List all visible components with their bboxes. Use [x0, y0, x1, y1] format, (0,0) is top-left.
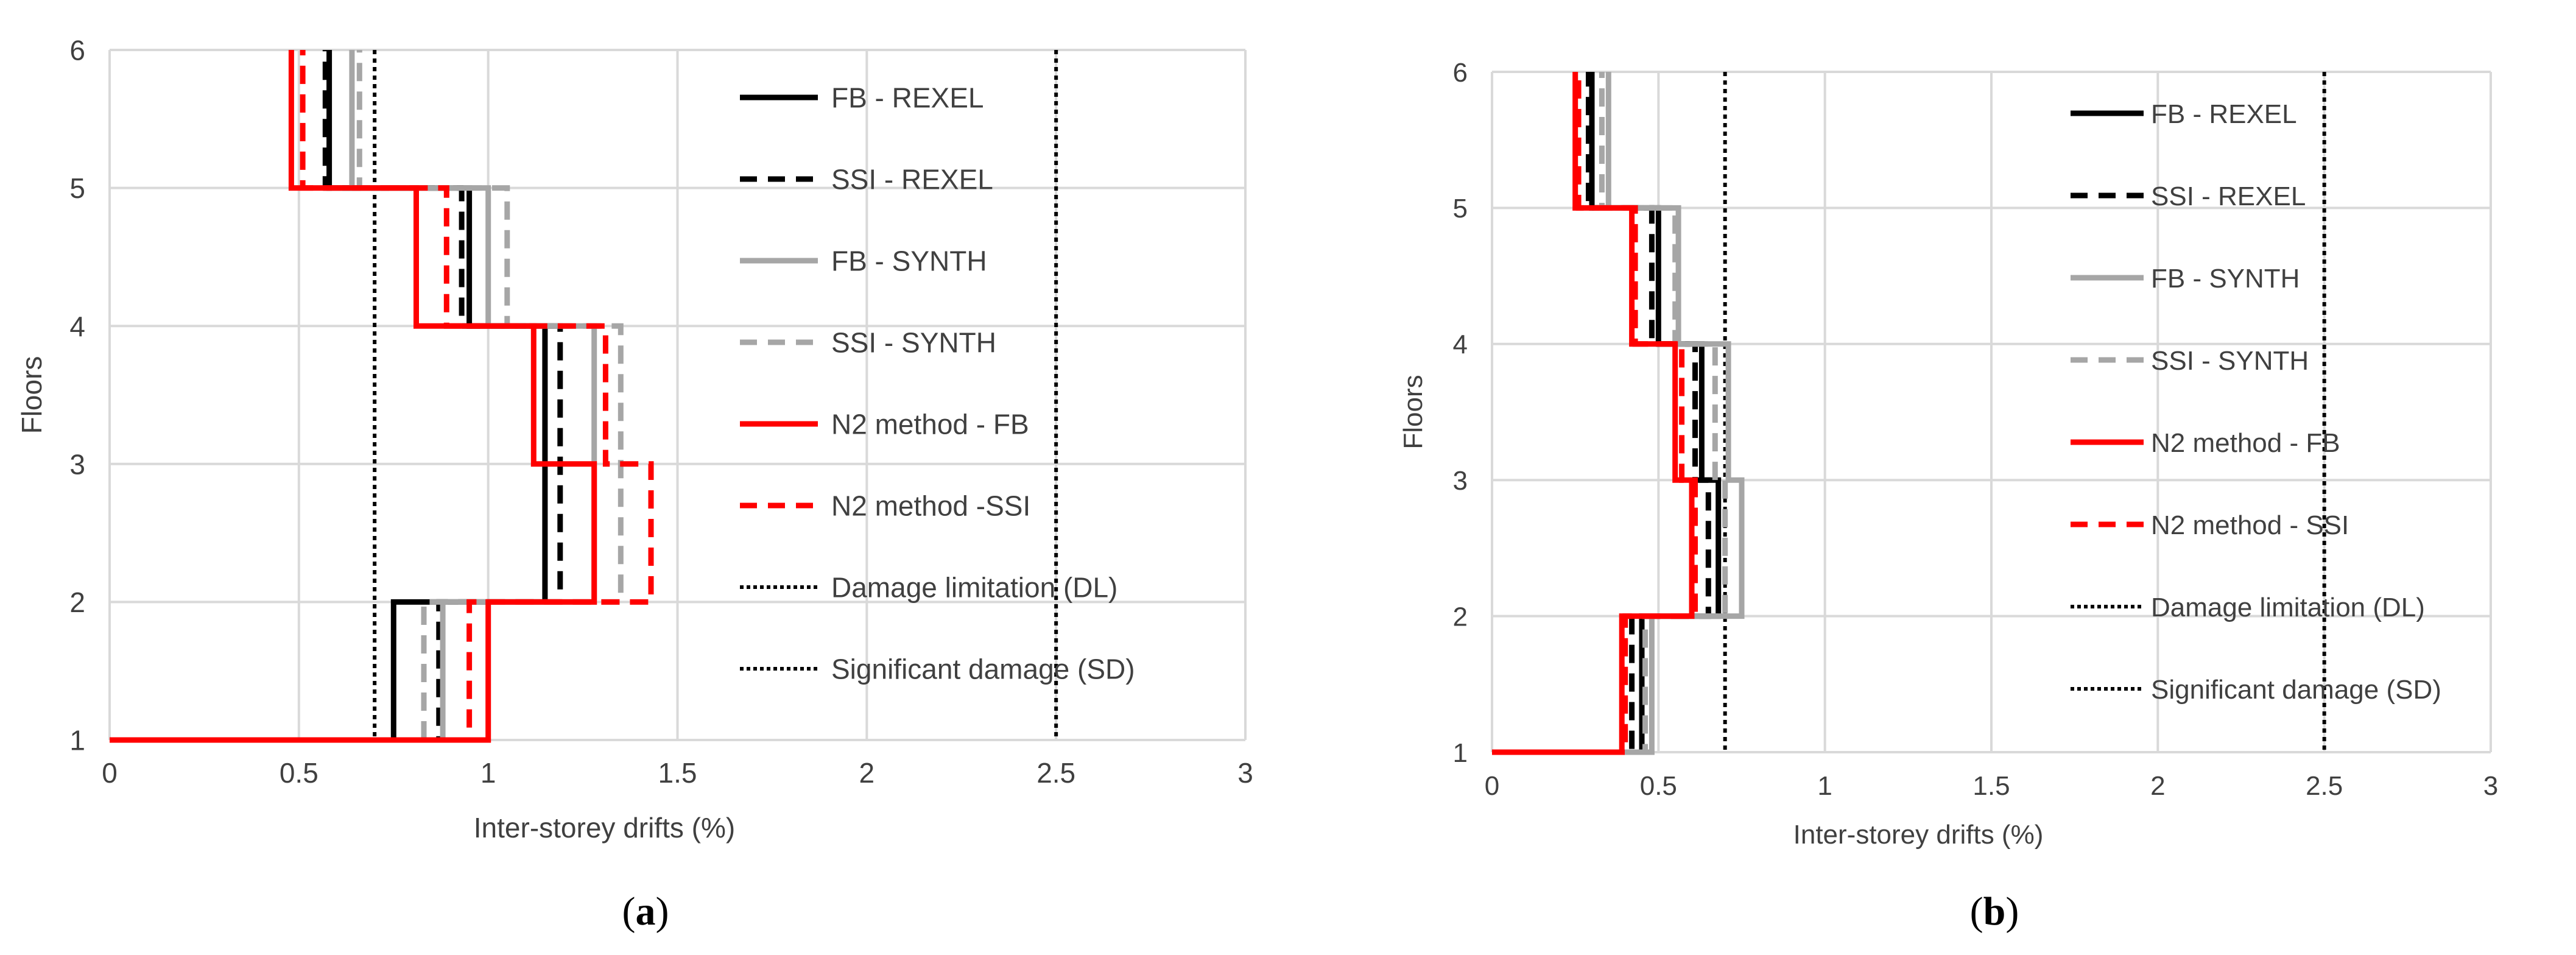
- legend-label: N2 method -SSI: [831, 490, 1030, 522]
- legend-item: N2 method - SSI: [2071, 510, 2349, 540]
- x-axis-title: Inter-storey drifts (%): [1793, 820, 2044, 850]
- series-line-n2-method-fb: [1492, 72, 1695, 755]
- series-line-ssi-rexel: [110, 50, 563, 743]
- y-tick-label: 2: [1453, 602, 1468, 632]
- x-tick-label: 0: [1485, 771, 1499, 801]
- x-tick-label: 1: [1817, 771, 1832, 801]
- y-tick-label: 2: [69, 587, 85, 618]
- chart-panel-a: 0 0.5 1 1.5 2 2.5 3 1 2 3 4 5 6 Inter-storey drifts (…: [16, 35, 1253, 844]
- legend-item: FB - SYNTH: [740, 245, 987, 277]
- y-tick-label: 1: [69, 725, 85, 756]
- x-tick-label: 2: [859, 757, 875, 789]
- legend-label: FB - REXEL: [2151, 99, 2297, 129]
- legend-item: FB - SYNTH: [2071, 264, 2300, 294]
- x-tick-label: 2.5: [2306, 771, 2343, 801]
- x-tick-label: 2: [2150, 771, 2165, 801]
- legend-item: Significant damage (SD): [740, 654, 1135, 685]
- legend-item: N2 method -SSI: [740, 490, 1030, 522]
- series-line-n2-method-ssi: [110, 50, 654, 743]
- series-line-fb-synth: [110, 50, 597, 743]
- x-tick-label: 1.5: [1972, 771, 2010, 801]
- legend-label: Significant damage (SD): [831, 654, 1135, 685]
- legend-item: FB - REXEL: [740, 82, 984, 114]
- series-line-ssi-synth: [110, 50, 624, 743]
- y-tick-label: 1: [1453, 738, 1468, 768]
- x-tick-label: 3: [2483, 771, 2498, 801]
- legend-item: Damage limitation (DL): [2071, 593, 2425, 622]
- legend-item: SSI - REXEL: [740, 164, 993, 196]
- legend-item: FB - REXEL: [2071, 99, 2297, 129]
- legend: FB - REXEL SSI - REXEL FB - SYNTH SSI - SYN…: [2071, 99, 2441, 705]
- legend-label: Damage limitation (DL): [2151, 593, 2425, 622]
- legend-label: FB - SYNTH: [2151, 264, 2300, 294]
- series-line-n2-method-ssi: [1492, 72, 1698, 755]
- y-tick-label: 6: [69, 35, 85, 66]
- legend-label: N2 method - SSI: [2151, 510, 2349, 540]
- legend-label: SSI - REXEL: [831, 164, 993, 196]
- legend-item: SSI - SYNTH: [2071, 346, 2309, 376]
- y-axis-title: Floors: [1398, 375, 1428, 449]
- legend-label: SSI - SYNTH: [2151, 346, 2309, 376]
- legend-label: Damage limitation (DL): [831, 572, 1117, 604]
- x-tick-label: 1: [480, 757, 496, 789]
- legend-item: Damage limitation (DL): [740, 572, 1117, 604]
- legend-item: SSI - SYNTH: [740, 327, 996, 359]
- series-line-n2-method-fb: [110, 50, 597, 743]
- x-tick-label: 0: [102, 757, 118, 789]
- legend-label: SSI - REXEL: [2151, 181, 2306, 211]
- x-tick-label: 1.5: [658, 757, 697, 789]
- panel-label-b: (b): [1970, 889, 2019, 934]
- y-tick-label: 4: [69, 311, 85, 342]
- chart-panel-b: 0 0.5 1 1.5 2 2.5 3 1 2 3 4 5 6 Inter-storey drifts (…: [1398, 58, 2498, 850]
- legend-item: SSI - REXEL: [2071, 181, 2306, 211]
- y-tick-label: 5: [1453, 194, 1468, 224]
- series-line-ssi-synth: [1492, 72, 1728, 755]
- legend-label: FB - SYNTH: [831, 245, 987, 277]
- legend-label: N2 method - FB: [2151, 428, 2340, 458]
- x-tick-label: 0.5: [1640, 771, 1677, 801]
- legend-label: SSI - SYNTH: [831, 327, 996, 359]
- x-tick-label: 3: [1237, 757, 1253, 789]
- legend-label: Significant damage (SD): [2151, 675, 2441, 705]
- y-tick-label: 6: [1453, 58, 1468, 88]
- y-tick-label: 5: [69, 172, 85, 204]
- x-tick-label: 2.5: [1036, 757, 1075, 789]
- y-axis-title: Floors: [16, 356, 48, 434]
- y-tick-label: 3: [1453, 466, 1468, 496]
- legend-label: FB - REXEL: [831, 82, 984, 114]
- legend-item: N2 method - FB: [2071, 428, 2340, 458]
- y-tick-label: 3: [69, 448, 85, 480]
- x-tick-label: 0.5: [280, 757, 318, 789]
- legend-item: N2 method - FB: [740, 409, 1029, 440]
- panel-label-a: (a): [622, 889, 669, 934]
- y-tick-label: 4: [1453, 330, 1468, 360]
- legend-item: Significant damage (SD): [2071, 675, 2441, 705]
- legend: FB - REXEL SSI - REXEL FB - SYNTH SSI - SYN…: [740, 82, 1135, 685]
- legend-label: N2 method - FB: [831, 409, 1029, 440]
- x-axis-title: Inter-storey drifts (%): [474, 812, 735, 844]
